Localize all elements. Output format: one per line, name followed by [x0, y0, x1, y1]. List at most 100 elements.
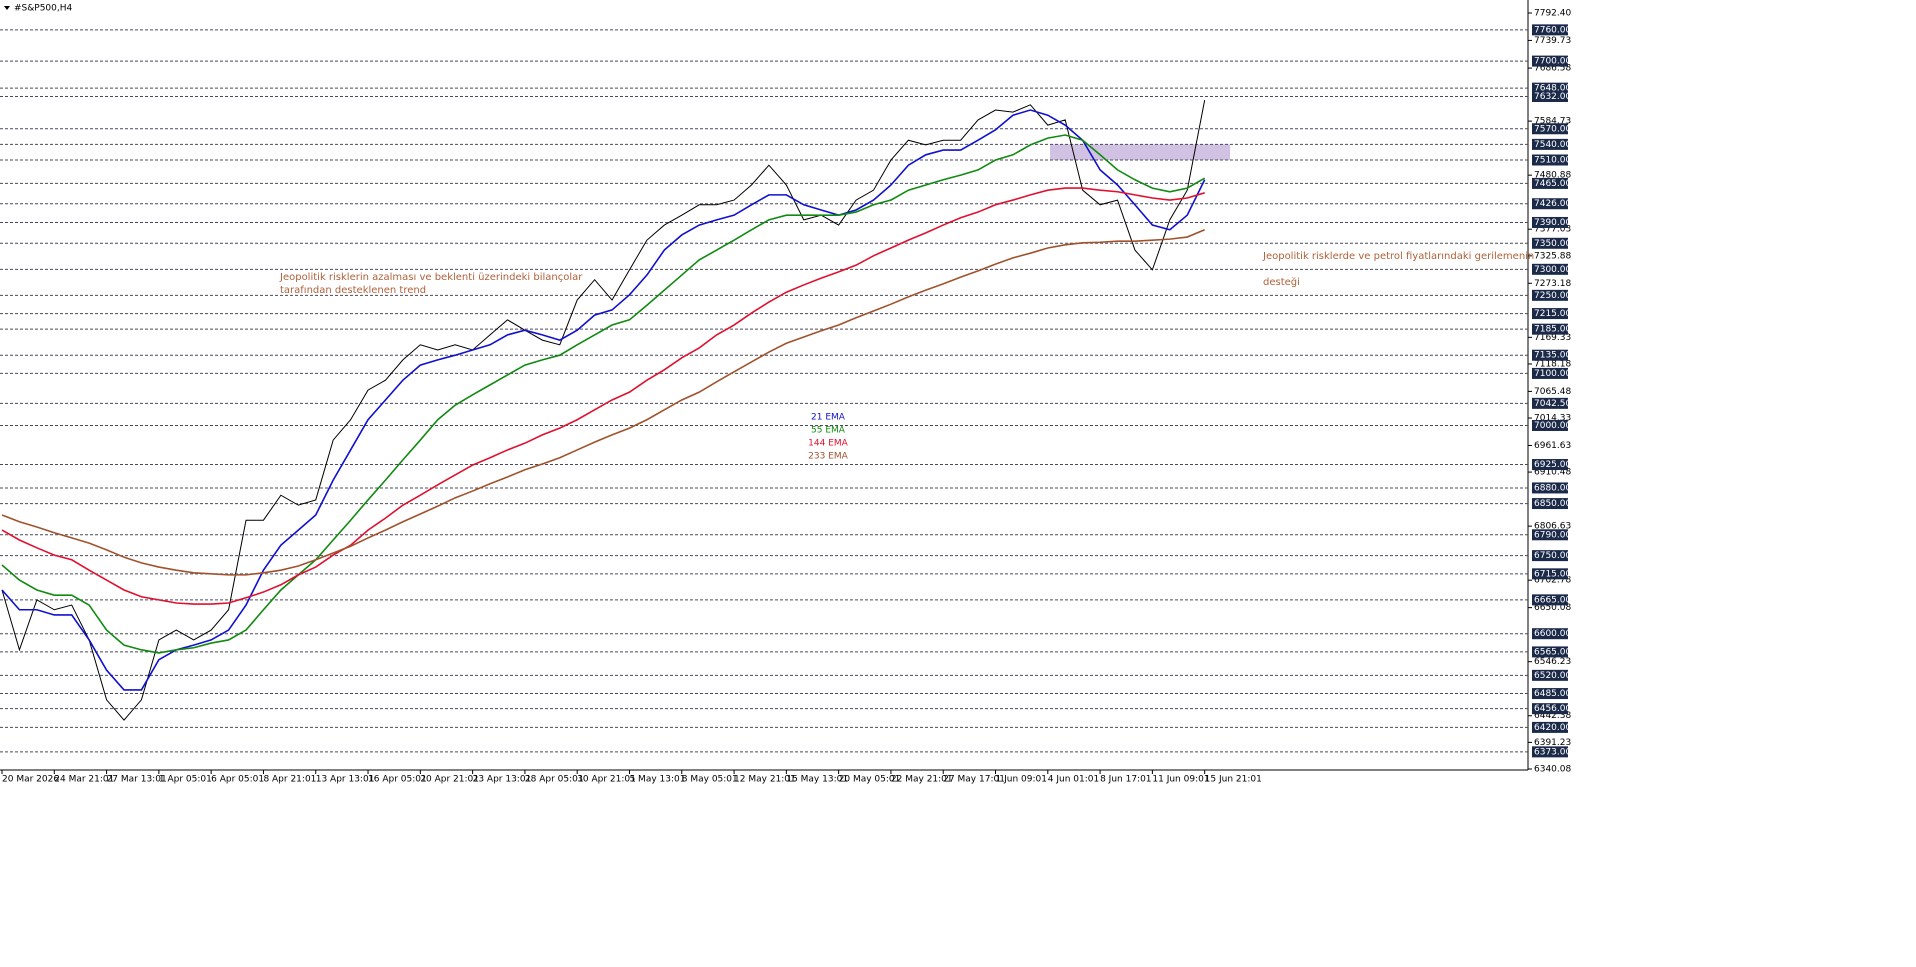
level-label: 7700.00	[1534, 57, 1571, 67]
level-label-box	[1532, 138, 1568, 150]
annotation: tarafından desteklenen trend	[280, 285, 426, 296]
x-tick-label: 8 May 05:01	[682, 775, 738, 785]
menu-arrow[interactable]	[4, 6, 10, 10]
x-tick-label: 5 May 13:01	[629, 775, 685, 785]
x-tick-label: 22 May 21:01	[891, 775, 953, 785]
level-label-box	[1532, 216, 1568, 228]
level-label: 7350.00	[1534, 239, 1571, 249]
level-label-box	[1532, 154, 1568, 166]
level-label-box	[1532, 82, 1568, 94]
x-tick-label: 20 Mar 2026	[2, 775, 59, 785]
y-tick-label: 7686.58	[1534, 64, 1571, 74]
y-tick-label: 7480.88	[1534, 171, 1571, 181]
level-label-box	[1532, 24, 1568, 36]
level-label: 6600.00	[1534, 629, 1571, 639]
level-label-box	[1532, 308, 1568, 320]
x-tick-label: 20 Apr 21:01	[420, 775, 479, 785]
y-tick-label: 6546.23	[1534, 657, 1571, 667]
y-tick-label: 7739.73	[1534, 36, 1571, 46]
level-label-box	[1532, 594, 1568, 606]
support-zone	[1050, 144, 1230, 161]
y-tick-label: 6910.48	[1534, 468, 1571, 478]
y-tick-label: 7118.18	[1534, 359, 1571, 369]
level-label: 7465.00	[1534, 179, 1571, 189]
x-tick-label: 23 Apr 13:01	[473, 775, 532, 785]
level-label: 7185.00	[1534, 325, 1571, 335]
ema-line	[1, 229, 1205, 576]
x-tick-label: 11 Jun 09:01	[1152, 775, 1209, 785]
x-tick-label: 16 Apr 05:01	[368, 775, 427, 785]
level-label-box	[1532, 419, 1568, 431]
level-label: 7000.00	[1534, 421, 1571, 431]
annotation: Jeopolitik risklerin azalması ve beklent…	[279, 272, 583, 283]
y-tick-label: 7273.18	[1534, 279, 1571, 289]
level-label-box	[1532, 550, 1568, 562]
level-label: 7300.00	[1534, 265, 1571, 275]
level-label-box	[1532, 237, 1568, 249]
level-label-box	[1532, 123, 1568, 135]
y-tick-label: 7065.48	[1534, 387, 1571, 397]
y-tick-label: 6806.63	[1534, 522, 1571, 532]
level-label: 6790.00	[1534, 530, 1571, 540]
legend-label: 233 EMA	[808, 452, 848, 462]
level-label-box	[1532, 367, 1568, 379]
level-label: 6420.00	[1534, 723, 1571, 733]
level-label-box	[1532, 669, 1568, 681]
level-label: 7510.00	[1534, 156, 1571, 166]
ema-line	[1, 109, 1206, 691]
y-tick-label: 6961.63	[1534, 441, 1571, 451]
x-tick-label: 4 Jun 01:01	[1048, 775, 1099, 785]
level-label: 6750.00	[1534, 551, 1571, 561]
x-tick-label: 27 Mar 13:01	[107, 775, 167, 785]
y-tick-label: 6702.78	[1534, 576, 1571, 586]
level-label-box	[1532, 55, 1568, 67]
level-label: 7250.00	[1534, 291, 1571, 301]
x-tick-label: 6 Apr 05:01	[211, 775, 264, 785]
level-label-box	[1532, 349, 1568, 361]
x-tick-label: 20 May 05:01	[839, 775, 901, 785]
x-tick-label: 8 Jun 17:01	[1100, 775, 1151, 785]
level-label: 6925.00	[1534, 460, 1571, 470]
level-label: 7540.00	[1534, 140, 1571, 150]
level-label-box	[1532, 263, 1568, 275]
annotation: desteği	[1263, 276, 1300, 288]
level-label-box	[1532, 628, 1568, 640]
level-label: 6880.00	[1534, 483, 1571, 493]
level-label: 7426.00	[1534, 199, 1571, 209]
legend-label: 21 EMA	[811, 413, 846, 423]
x-tick-label: 12 May 21:01	[734, 775, 796, 785]
y-tick-label: 6650.08	[1534, 603, 1571, 613]
price-line	[1, 100, 1206, 721]
ema-line	[1, 187, 1205, 605]
annotation: Jeopolitik risklerde ve petrol fiyatları…	[1262, 251, 1534, 262]
level-label: 7390.00	[1534, 218, 1571, 228]
level-label: 6665.00	[1534, 595, 1571, 605]
level-label: 7135.00	[1534, 351, 1571, 361]
y-tick-label: 7325.88	[1534, 251, 1571, 261]
level-label: 6850.00	[1534, 499, 1571, 509]
y-tick-label: 7014.33	[1534, 414, 1571, 424]
level-label-box	[1532, 498, 1568, 510]
x-tick-label: 8 Apr 21:01	[263, 775, 316, 785]
level-label: 6373.00	[1534, 747, 1571, 757]
level-label: 7570.00	[1534, 124, 1571, 134]
y-tick-label: 6340.08	[1534, 765, 1571, 775]
x-tick-label: 27 May 17:01	[943, 775, 1005, 785]
level-label-box	[1532, 482, 1568, 494]
level-label-box	[1532, 721, 1568, 733]
x-tick-label: 1 Apr 05:01	[159, 775, 212, 785]
level-label: 7215.00	[1534, 309, 1571, 319]
y-tick-label: 6391.23	[1534, 738, 1571, 748]
level-label: 7042.50	[1534, 399, 1571, 409]
level-label: 6456.00	[1534, 704, 1571, 714]
level-label-box	[1532, 289, 1568, 301]
level-label-box	[1532, 459, 1568, 471]
level-label-box	[1532, 323, 1568, 335]
y-tick-label: 7377.03	[1534, 225, 1571, 235]
level-label: 6715.00	[1534, 569, 1571, 579]
level-label-box	[1532, 646, 1568, 658]
level-label-box	[1532, 746, 1568, 758]
y-tick-label: 7792.40	[1534, 9, 1571, 19]
